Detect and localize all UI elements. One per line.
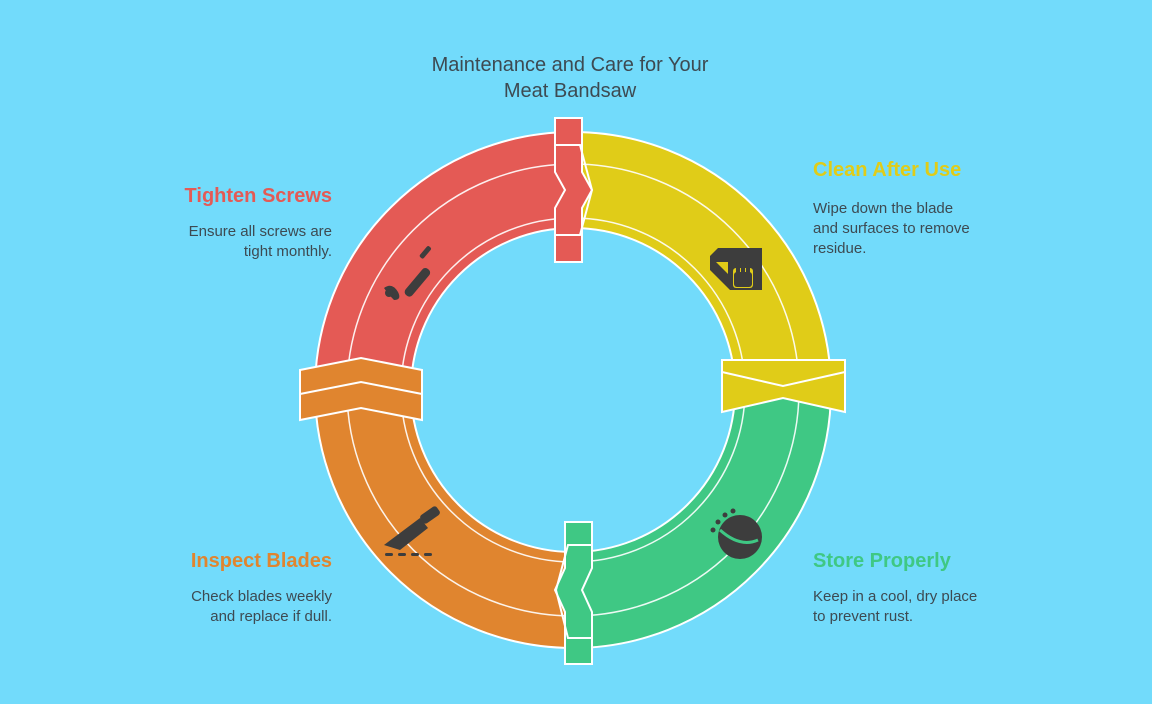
step-desc-tighten-screws: Ensure all screws are tight monthly. xyxy=(100,222,332,262)
segment-store-properly xyxy=(572,389,833,650)
desc-line: and replace if dull. xyxy=(210,608,332,625)
connector-right xyxy=(721,359,846,414)
segment-tighten-screws xyxy=(313,130,574,391)
step-label-inspect-blades: Inspect Blades xyxy=(190,550,332,572)
desc-line: residue. xyxy=(813,240,867,257)
step-desc-store-properly: Keep in a cool, dry place to prevent rus… xyxy=(813,587,977,627)
step-desc-inspect-blades: Check blades weekly and replace if dull. xyxy=(100,587,332,627)
cleaning-cloth-hand-icon xyxy=(710,248,762,290)
step-desc-clean-after-use: Wipe down the blade and surfaces to remo… xyxy=(813,199,970,259)
segment-clean-after-use xyxy=(572,130,833,391)
title-line-1: Maintenance and Care for Your xyxy=(431,54,709,76)
diagram-title: Maintenance and Care for Your Meat Bands… xyxy=(370,52,770,104)
desc-line: Keep in a cool, dry place xyxy=(813,588,978,605)
connector-bottom xyxy=(553,521,593,665)
screwdriver-icon xyxy=(384,246,431,300)
step-label-tighten-screws: Tighten Screws xyxy=(184,185,332,207)
step-label-store-properly: Store Properly xyxy=(813,550,951,572)
knife-blade-icon xyxy=(384,506,440,556)
desc-line: Ensure all screws are xyxy=(188,223,332,240)
connector-top xyxy=(554,117,594,263)
storage-ball-icon xyxy=(710,508,762,559)
step-label-clean-after-use: Clean After Use xyxy=(813,159,962,181)
desc-line: Wipe down the blade xyxy=(813,200,954,217)
segment-inspect-blades xyxy=(313,389,574,650)
desc-line: and surfaces to remove xyxy=(813,220,970,237)
title-line-2: Meat Bandsaw xyxy=(503,80,637,102)
desc-line: Check blades weekly xyxy=(191,588,332,605)
desc-line: tight monthly. xyxy=(243,243,332,260)
desc-line: to prevent rust. xyxy=(813,608,914,625)
connector-left xyxy=(299,356,423,422)
